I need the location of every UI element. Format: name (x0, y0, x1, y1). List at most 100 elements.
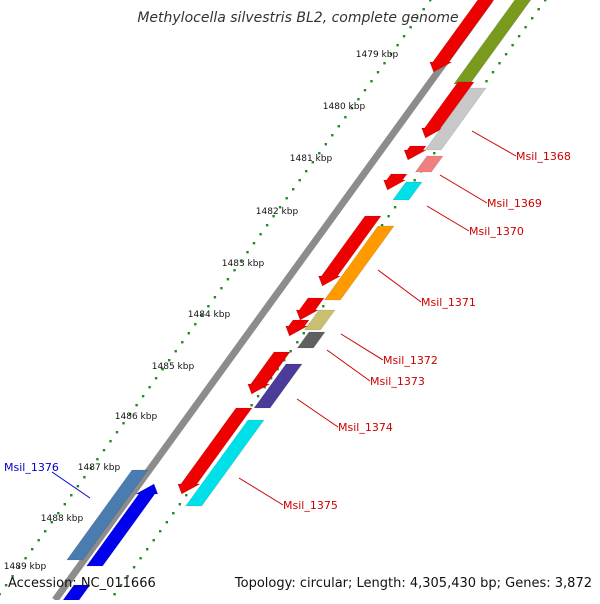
tick-dot (292, 188, 295, 191)
gene-feature-msil-1371[interactable] (323, 225, 395, 301)
tick-dot (422, 8, 425, 11)
gene-feature-msil-1376[interactable] (66, 469, 149, 561)
genome-backbone (52, 0, 493, 603)
tick-dot (285, 197, 288, 200)
kbp-label: 1482 kbp (256, 207, 299, 217)
tick-dot (322, 305, 325, 308)
tick-dot (161, 368, 164, 371)
gene-label-msil-1371[interactable]: Msil_1371 (421, 296, 476, 309)
gene-features (49, 0, 538, 604)
kbp-label: 1486 kbp (115, 412, 158, 422)
tick-dot (185, 494, 188, 497)
kbp-label: 1485 kbp (152, 362, 195, 372)
tick-dot (269, 377, 273, 380)
gene-feature-blue[interactable] (86, 483, 159, 567)
tick-dot (122, 422, 125, 425)
gene-feature-cds[interactable] (403, 145, 427, 161)
callout-line (426, 205, 470, 232)
gene-feature-cds[interactable] (421, 81, 475, 139)
gene-feature-msil-1370[interactable] (392, 181, 423, 201)
tick-dot (302, 332, 305, 335)
topology-text: Topology: circular; Length: 4,305,430 bp… (234, 576, 592, 591)
tick-dot (544, 0, 547, 2)
tick-dot (305, 170, 308, 173)
tick-dot (187, 332, 190, 335)
tick-dot (126, 575, 129, 578)
gene-feature-msil-1368b[interactable] (424, 87, 487, 151)
tick-dot (433, 152, 436, 155)
tick-dot (174, 350, 177, 353)
gene-label-msil-1375[interactable]: Msil_1375 (283, 499, 338, 512)
gene-feature-cds[interactable] (295, 297, 325, 321)
tick-dot (298, 179, 301, 182)
tick-dot (31, 548, 34, 551)
gene-feature-msil-1372[interactable] (303, 309, 336, 331)
tick-dot (178, 503, 181, 506)
gene-label-msil-1373[interactable]: Msil_1373 (370, 375, 425, 388)
gene-feature-msil-1374[interactable] (253, 363, 303, 409)
tick-dot (517, 35, 521, 38)
tick-dot (165, 521, 168, 524)
tick-dot (152, 539, 155, 542)
kbp-label: 1479 kbp (356, 50, 399, 60)
tick-dot (63, 503, 66, 506)
tick-dot (259, 233, 262, 236)
tick-dot (17, 566, 21, 569)
tick-dot (89, 467, 93, 470)
tick-dot (318, 152, 321, 155)
map-title: Methylocella silvestris BL2, complete ge… (137, 10, 458, 26)
gene-label-msil-1376[interactable]: Msil_1376 (4, 461, 59, 474)
tick-dot (272, 215, 275, 218)
gene-feature-cds[interactable] (247, 351, 291, 395)
tick-dot (233, 269, 236, 272)
tick-dot (4, 584, 8, 587)
tick-dot (168, 359, 171, 362)
kbp-label: 1484 kbp (188, 310, 231, 320)
tick-dot (357, 98, 360, 101)
gene-feature-cds[interactable] (429, 0, 501, 73)
gene-feature-blue[interactable] (49, 584, 91, 604)
gene-feature-msil-1369[interactable] (414, 155, 444, 173)
tick-dot (113, 593, 116, 596)
tick-dot (296, 341, 299, 344)
kbp-label: 1481 kbp (290, 154, 333, 164)
gene-label-msil-1369[interactable]: Msil_1369 (487, 197, 542, 210)
tick-dot (252, 242, 256, 245)
tick-dot (344, 116, 347, 119)
gene-label-msil-1370[interactable]: Msil_1370 (469, 225, 524, 238)
gene-feature-cds[interactable] (177, 407, 253, 495)
kbp-label: 1480 kbp (323, 102, 366, 112)
gene-label-msil-1374[interactable]: Msil_1374 (338, 421, 393, 434)
tick-dot (370, 80, 373, 83)
gene-feature-msil-1375[interactable] (185, 419, 265, 507)
tick-dot (363, 89, 367, 92)
callout-line (296, 398, 339, 428)
tick-dot (11, 575, 14, 578)
tick-dot (511, 44, 514, 47)
tick-dot (531, 17, 534, 20)
tick-dot (146, 548, 149, 551)
tick-dot (207, 305, 210, 308)
tick-dot (83, 476, 86, 479)
tick-dot (311, 161, 314, 164)
gene-label-msil-1368[interactable]: Msil_1368 (516, 150, 571, 163)
gene-feature-cds[interactable] (285, 319, 310, 337)
tick-dot (485, 80, 488, 83)
tick-dot (96, 458, 99, 461)
accession-text: Accession: NC_011666 (8, 576, 156, 591)
gene-feature-cds[interactable] (318, 215, 382, 287)
tick-dot (409, 26, 412, 29)
gene-feature-msil-1373[interactable] (296, 331, 326, 349)
tick-dot (383, 62, 386, 65)
tick-dot (389, 53, 393, 56)
tick-dot (139, 557, 142, 560)
tick-dot (387, 215, 390, 218)
gene-feature-msil-1368[interactable] (453, 0, 538, 85)
tick-dot (148, 386, 151, 389)
gene-feature-cds[interactable] (383, 173, 408, 191)
tick-dot (278, 206, 282, 209)
gene-label-msil-1372[interactable]: Msil_1372 (383, 354, 438, 367)
tick-dot (337, 125, 340, 128)
tick-dot (393, 206, 397, 209)
